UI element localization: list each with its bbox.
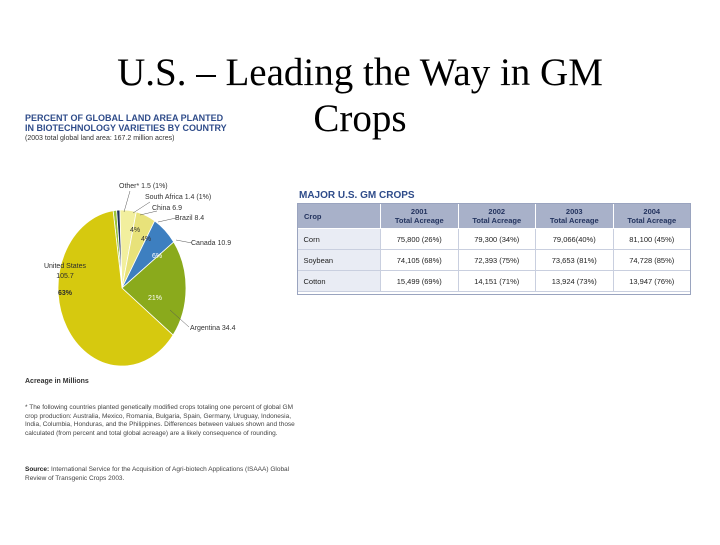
header-2002-year: 2002 [488, 207, 506, 216]
pie-source: Source: International Service for the Ac… [25, 466, 295, 483]
header-2002: 2002 Total Acreage [457, 203, 536, 229]
table-cell: 74,728 (85%) [613, 249, 691, 271]
table-cell-crop: Cotton [297, 270, 381, 292]
pie-subheading: (2003 total global land area: 167.2 mill… [25, 135, 175, 142]
leader-line-canada [175, 239, 193, 244]
pie-heading-line-1: PERCENT OF GLOBAL LAND AREA PLANTED [25, 113, 224, 123]
acreage-note: Acreage in Millions [25, 378, 89, 385]
pie-percent-brazil: 4% [141, 236, 151, 243]
leader-line-south-africa [132, 201, 151, 214]
pie-label-brazil: Brazil 8.4 [175, 215, 204, 222]
table-row: Soybean 74,105 (68%) 72,393 (75%) 73,653… [297, 249, 691, 271]
table-cell-crop: Soybean [297, 249, 381, 271]
pie-chart-heading: PERCENT OF GLOBAL LAND AREA PLANTED IN B… [25, 113, 255, 144]
header-2004-year: 2004 [643, 207, 661, 216]
table-cell: 13,947 (76%) [613, 270, 691, 292]
pie-label-united-states: United States [44, 263, 87, 270]
table-cell: 72,393 (75%) [458, 249, 536, 271]
pie-percent-united-states: 63% [58, 290, 73, 297]
table-cell: 74,105 (68%) [380, 249, 459, 271]
table-header-row: Crop 2001 Total Acreage 2002 Total Acreage… [297, 203, 691, 229]
pie-label-south-africa: South Africa 1.4 (1%) [145, 194, 211, 201]
header-2003: 2003 Total Acreage [535, 203, 614, 229]
pie-percent-argentina: 21% [148, 295, 162, 302]
header-2003-year: 2003 [565, 207, 583, 216]
slide-title: U.S. – Leading the Way in GM Crops [60, 50, 660, 142]
pie-label-china: China 6.9 [152, 205, 182, 212]
header-2001: 2001 Total Acreage [380, 203, 459, 229]
leader-line-china [139, 210, 158, 216]
pie-label-canada: Canada 10.9 [191, 240, 231, 247]
pie-value-united-states: 105.7 [56, 273, 74, 280]
pie-slice-argentina [121, 241, 187, 336]
table-cell: 79,300 (34%) [458, 228, 536, 250]
pie-label-argentina: Argentina 34.4 [190, 325, 236, 332]
table-row: Cotton 15,499 (69%) 14,151 (71%) 13,924 … [297, 270, 691, 292]
leader-line-other [123, 190, 131, 213]
table-cell: 15,499 (69%) [380, 270, 459, 292]
leader-line-brazil [157, 217, 177, 223]
header-2004-label: Total Acreage [627, 216, 677, 225]
major-crops-title: MAJOR U.S. GM CROPS [299, 190, 415, 201]
header-crop: Crop [297, 203, 381, 229]
major-crops-table: Crop 2001 Total Acreage 2002 Total Acreage… [297, 203, 691, 292]
header-2002-label: Total Acreage [472, 216, 522, 225]
pie-percent-china: 4% [130, 227, 140, 234]
slide-title-line-2: Crops [313, 97, 407, 140]
header-2004: 2004 Total Acreage [612, 203, 691, 229]
header-2001-year: 2001 [410, 207, 428, 216]
pie-footnote: * The following countries planted geneti… [25, 404, 295, 437]
pie-label-other: Other* 1.5 (1%) [119, 183, 168, 190]
table-cell: 14,151 (71%) [458, 270, 536, 292]
table-row: Corn 75,800 (26%) 79,300 (34%) 79,066(40… [297, 228, 691, 250]
table-cell: 13,924 (73%) [535, 270, 614, 292]
pie-percent-canada: 6% [152, 253, 162, 260]
table-cell: 75,800 (26%) [380, 228, 459, 250]
source-text: International Service for the Acquisitio… [25, 466, 290, 482]
table-cell: 73,653 (81%) [535, 249, 614, 271]
header-2001-label: Total Acreage [394, 216, 444, 225]
source-label: Source: [25, 466, 50, 473]
table-cell: 79,066(40%) [535, 228, 614, 250]
table-cell-crop: Corn [297, 228, 381, 250]
pie-heading-line-2: IN BIOTECHNOLOGY VARIETIES BY COUNTRY [25, 123, 227, 133]
major-crops-table-panel: MAJOR U.S. GM CROPS Crop 2001 Total Acrea… [297, 189, 691, 295]
leader-line-argentina [169, 309, 190, 328]
pie-slice-united-states [57, 210, 174, 367]
slide-title-line-1: U.S. – Leading the Way in GM [117, 51, 603, 94]
table-cell: 81,100 (45%) [613, 228, 691, 250]
header-2003-label: Total Acreage [549, 216, 599, 225]
